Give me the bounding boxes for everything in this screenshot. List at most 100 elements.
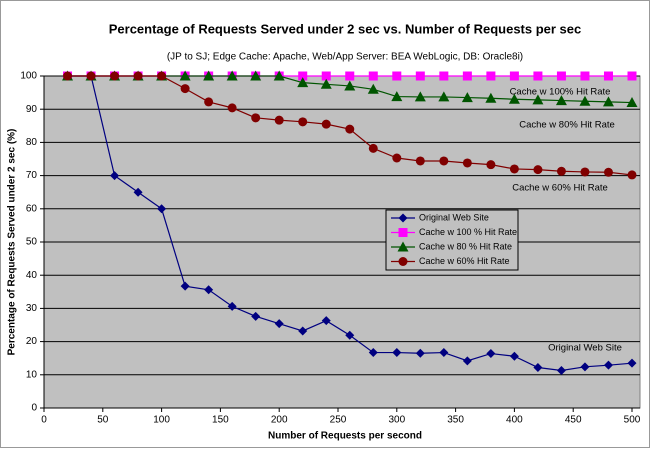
marker bbox=[297, 77, 309, 88]
y-tick-label: 100 bbox=[20, 71, 37, 82]
marker bbox=[298, 117, 308, 127]
y-tick-label: 60 bbox=[26, 203, 38, 214]
y-tick-label: 80 bbox=[26, 137, 38, 148]
marker bbox=[532, 94, 544, 105]
marker bbox=[226, 70, 238, 81]
annotation: Cache w 60% Hit Rate bbox=[512, 183, 608, 194]
marker bbox=[627, 71, 637, 81]
marker bbox=[110, 171, 120, 181]
legend: Original Web Site Cache w 100 % Hit Rate C… bbox=[385, 209, 519, 271]
marker bbox=[580, 71, 590, 81]
marker bbox=[603, 71, 613, 81]
marker bbox=[580, 362, 590, 372]
marker bbox=[602, 96, 614, 107]
marker bbox=[367, 83, 379, 94]
marker bbox=[298, 71, 308, 81]
marker bbox=[179, 70, 191, 81]
marker bbox=[438, 91, 450, 102]
marker bbox=[439, 71, 449, 81]
marker bbox=[556, 166, 566, 176]
x-axis-label: Number of Requests per second bbox=[268, 431, 422, 442]
y-tick-label: 0 bbox=[31, 403, 37, 414]
marker bbox=[555, 95, 567, 106]
marker bbox=[321, 71, 331, 81]
marker bbox=[415, 71, 425, 81]
marker bbox=[274, 115, 284, 125]
legend-box bbox=[385, 209, 519, 271]
marker bbox=[157, 204, 167, 214]
marker bbox=[509, 351, 519, 361]
legend-label: Cache w 80 % Hit Rate bbox=[419, 241, 512, 251]
marker bbox=[485, 92, 497, 103]
marker bbox=[251, 311, 261, 321]
marker bbox=[345, 330, 355, 340]
y-tick-label: 30 bbox=[26, 303, 38, 314]
marker bbox=[63, 71, 73, 81]
marker bbox=[486, 349, 496, 359]
y-tick-label: 10 bbox=[26, 369, 38, 380]
marker bbox=[462, 158, 472, 168]
marker bbox=[462, 71, 472, 81]
marker bbox=[204, 97, 214, 107]
x-tick-label: 450 bbox=[565, 415, 582, 426]
marker bbox=[321, 316, 331, 326]
marker bbox=[439, 156, 449, 166]
marker bbox=[345, 124, 355, 134]
marker bbox=[133, 71, 143, 81]
marker bbox=[273, 70, 285, 81]
marker bbox=[110, 71, 120, 81]
annotation: Cache w 100% Hit Rate bbox=[510, 87, 611, 98]
marker bbox=[627, 358, 637, 368]
marker bbox=[345, 71, 355, 81]
y-tick-label: 90 bbox=[26, 104, 38, 115]
marker bbox=[556, 71, 566, 81]
annotation: Cache w 80% Hit Rate bbox=[519, 120, 615, 131]
marker bbox=[368, 143, 378, 153]
chart-title: Percentage of Requests Served under 2 se… bbox=[109, 21, 582, 36]
legend-marker bbox=[397, 241, 409, 252]
marker bbox=[203, 70, 215, 81]
x-tick-label: 100 bbox=[153, 415, 170, 426]
marker bbox=[368, 348, 378, 358]
marker bbox=[204, 285, 214, 295]
y-tick-label: 70 bbox=[26, 170, 38, 181]
marker bbox=[533, 71, 543, 81]
legend-label: Cache w 60% Hit Rate bbox=[419, 256, 510, 266]
marker bbox=[462, 356, 472, 366]
x-tick-label: 200 bbox=[271, 415, 288, 426]
x-tick-label: 0 bbox=[41, 415, 47, 426]
marker bbox=[180, 281, 190, 291]
marker bbox=[391, 91, 403, 102]
x-tick-label: 400 bbox=[506, 415, 523, 426]
chart-subtitle: (JP to SJ; Edge Cache: Apache, Web/App S… bbox=[167, 52, 523, 63]
marker bbox=[227, 103, 237, 113]
marker bbox=[86, 71, 96, 81]
marker bbox=[392, 348, 402, 358]
marker bbox=[133, 187, 143, 197]
marker bbox=[603, 167, 613, 177]
y-tick-label: 20 bbox=[26, 336, 38, 347]
marker bbox=[508, 93, 520, 104]
marker bbox=[626, 97, 638, 108]
marker bbox=[157, 71, 167, 81]
marker bbox=[603, 360, 613, 370]
marker bbox=[486, 160, 496, 170]
marker bbox=[321, 119, 331, 129]
marker bbox=[227, 301, 237, 311]
marker bbox=[344, 80, 356, 91]
marker bbox=[298, 326, 308, 336]
marker bbox=[320, 78, 332, 89]
x-tick-label: 50 bbox=[97, 415, 109, 426]
marker bbox=[556, 365, 566, 375]
marker bbox=[627, 170, 637, 180]
x-tick-label: 250 bbox=[330, 415, 347, 426]
marker bbox=[579, 95, 591, 106]
marker bbox=[415, 348, 425, 358]
marker bbox=[486, 71, 496, 81]
y-axis-label: Percentage of Requests Served under 2 se… bbox=[7, 129, 18, 356]
annotation: Original Web Site bbox=[548, 343, 622, 354]
y-tick-label: 40 bbox=[26, 270, 38, 281]
x-tick-label: 300 bbox=[388, 415, 405, 426]
legend-marker bbox=[398, 213, 408, 223]
